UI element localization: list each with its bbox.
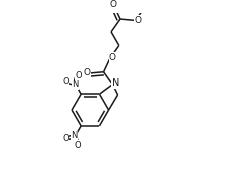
Text: N: N [112, 78, 119, 88]
Text: N: N [72, 80, 78, 89]
Text: O: O [135, 16, 142, 25]
Text: O: O [83, 68, 90, 77]
Text: O: O [62, 134, 69, 143]
Text: O: O [62, 77, 69, 86]
Text: O: O [74, 141, 81, 150]
Text: O: O [109, 0, 116, 9]
Text: O: O [76, 71, 82, 80]
Text: N: N [71, 131, 78, 140]
Text: O: O [109, 53, 116, 62]
